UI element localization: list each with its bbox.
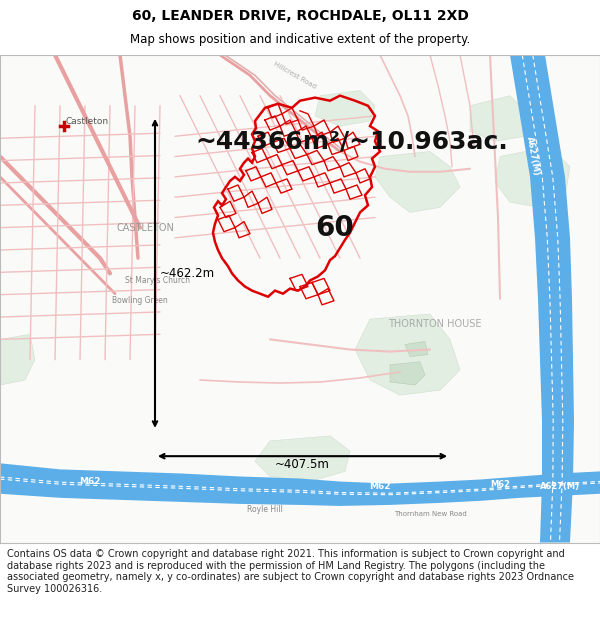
Text: 60: 60 (316, 214, 355, 242)
Text: CASTLETON: CASTLETON (116, 222, 174, 232)
Text: St Mary's Church: St Mary's Church (125, 276, 190, 285)
Text: Royle Hill: Royle Hill (247, 506, 283, 514)
Text: Map shows position and indicative extent of the property.: Map shows position and indicative extent… (130, 33, 470, 46)
Text: THORNTON HOUSE: THORNTON HOUSE (388, 319, 482, 329)
Text: 60, LEANDER DRIVE, ROCHDALE, OL11 2XD: 60, LEANDER DRIVE, ROCHDALE, OL11 2XD (131, 9, 469, 24)
Polygon shape (405, 341, 428, 357)
Text: M62: M62 (490, 480, 510, 489)
Polygon shape (470, 96, 530, 141)
Text: ~462.2m: ~462.2m (160, 267, 215, 280)
Text: A627(M): A627(M) (540, 482, 580, 491)
Polygon shape (390, 362, 425, 385)
Text: Thornham New Road: Thornham New Road (394, 511, 466, 517)
Text: ~44366m²/~10.963ac.: ~44366m²/~10.963ac. (195, 129, 508, 153)
Polygon shape (510, 55, 574, 542)
Polygon shape (375, 151, 460, 213)
Polygon shape (495, 146, 570, 208)
Polygon shape (355, 314, 460, 395)
Text: Bowling Green: Bowling Green (112, 296, 168, 305)
Text: Hillcrest Road: Hillcrest Road (273, 61, 317, 90)
Text: M62: M62 (369, 482, 391, 491)
Polygon shape (0, 463, 600, 506)
Text: A627(M): A627(M) (525, 136, 541, 177)
Text: Castleton: Castleton (65, 116, 108, 126)
Text: ~407.5m: ~407.5m (275, 458, 330, 471)
Text: M62: M62 (79, 477, 101, 486)
Polygon shape (255, 436, 350, 481)
Polygon shape (0, 334, 35, 385)
Text: Contains OS data © Crown copyright and database right 2021. This information is : Contains OS data © Crown copyright and d… (7, 549, 574, 594)
Polygon shape (315, 91, 375, 126)
